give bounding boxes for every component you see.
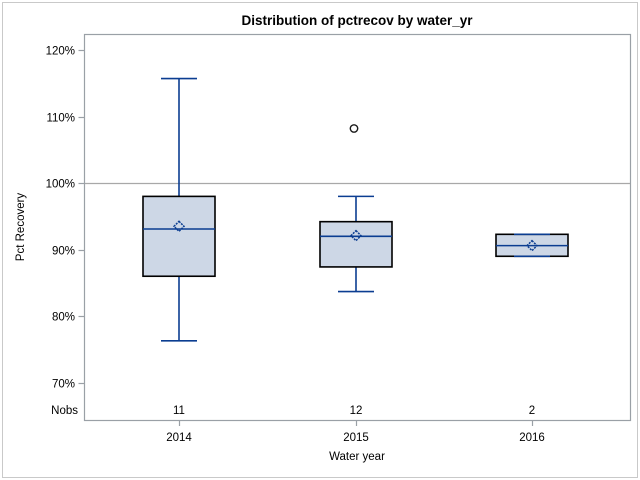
mean-diamond-marker [349, 229, 363, 242]
plot-frame [83, 33, 632, 422]
nobs-value: 2 [529, 405, 535, 417]
chart-title: Distribution of pctrecov by water_yr [241, 13, 473, 28]
mean-diamond-marker [525, 239, 539, 252]
box-2015 [319, 220, 393, 268]
y-tick-label: 120% [46, 46, 75, 58]
y-tick-label: 100% [46, 179, 75, 191]
x-tick-label: 2016 [519, 432, 545, 444]
y-tick-label: 80% [52, 312, 75, 324]
nobs-value: 11 [173, 405, 185, 417]
box-2014 [142, 195, 216, 278]
x-tick-label: 2015 [343, 432, 369, 444]
y-tick-label: 70% [52, 379, 75, 391]
x-tick-label: 2014 [166, 432, 192, 444]
mean-diamond-marker [172, 220, 186, 233]
nobs-label: Nobs [51, 405, 78, 417]
y-tick-label: 110% [46, 113, 75, 125]
y-tick-label: 90% [52, 246, 75, 258]
x-axis-title: Water year [329, 451, 385, 463]
nobs-value: 12 [350, 405, 363, 417]
outlier-point [349, 124, 359, 133]
